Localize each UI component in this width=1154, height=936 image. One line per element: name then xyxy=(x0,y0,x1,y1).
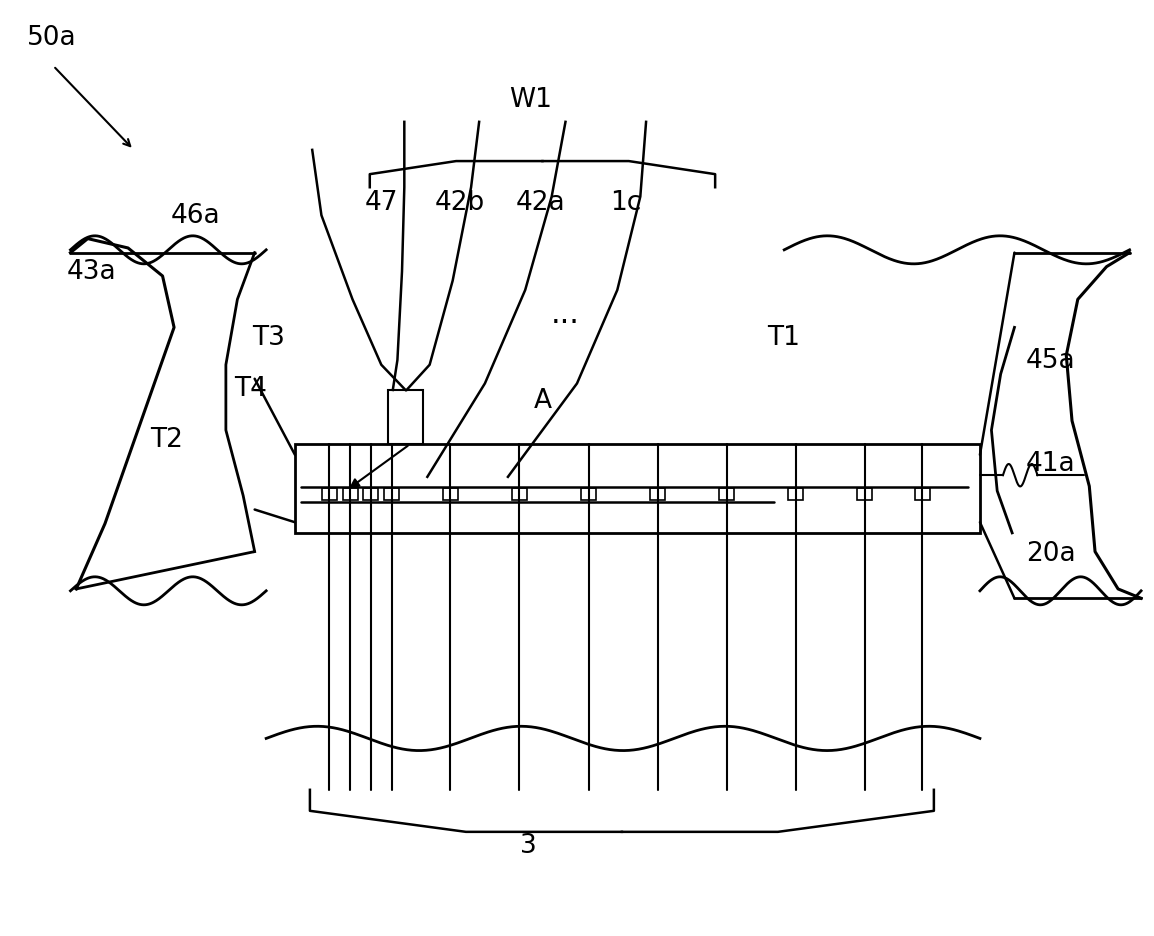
Bar xyxy=(788,489,803,501)
Text: W1: W1 xyxy=(510,87,553,113)
Text: 42b: 42b xyxy=(434,190,485,216)
Text: ...: ... xyxy=(552,300,580,329)
Bar xyxy=(719,489,734,501)
Bar xyxy=(580,489,595,501)
Text: T4: T4 xyxy=(234,375,267,402)
Text: 45a: 45a xyxy=(1026,347,1076,373)
Bar xyxy=(512,489,527,501)
Bar xyxy=(343,489,358,501)
Bar xyxy=(650,489,665,501)
Text: 41a: 41a xyxy=(1026,450,1076,476)
Text: 43a: 43a xyxy=(67,259,117,285)
Text: 42a: 42a xyxy=(516,190,565,216)
Text: T2: T2 xyxy=(150,427,183,453)
Bar xyxy=(322,489,337,501)
Bar xyxy=(915,489,930,501)
Bar xyxy=(295,445,980,534)
Text: 50a: 50a xyxy=(27,24,76,51)
Text: T3: T3 xyxy=(253,325,285,350)
Text: A: A xyxy=(533,388,552,414)
Text: T1: T1 xyxy=(767,325,800,350)
Bar xyxy=(364,489,379,501)
Text: 20a: 20a xyxy=(1026,541,1076,567)
Bar xyxy=(388,390,422,445)
Bar xyxy=(384,489,399,501)
Text: 47: 47 xyxy=(365,190,398,216)
Text: 3: 3 xyxy=(520,832,537,858)
Bar xyxy=(857,489,872,501)
Text: 1c: 1c xyxy=(609,190,640,216)
Bar xyxy=(443,489,458,501)
Text: 46a: 46a xyxy=(171,203,220,229)
